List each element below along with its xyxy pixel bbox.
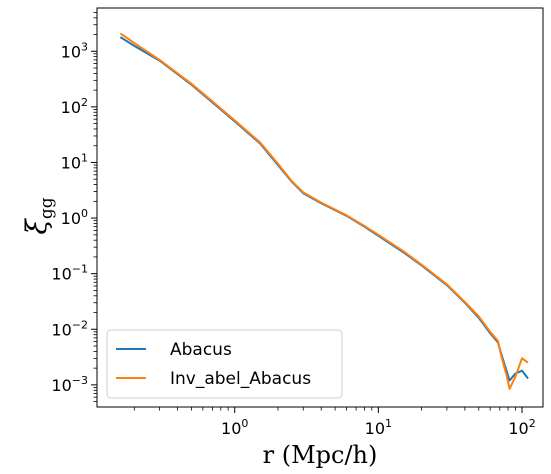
series-lines — [119, 32, 529, 390]
legend: Abacus Inv_abel_Abacus — [106, 329, 343, 399]
y-tick-label: 101 — [61, 151, 88, 172]
x-axis-label: r (Mpc/h) — [263, 441, 378, 469]
svg-text:ξgg: ξgg — [20, 197, 57, 234]
y-axis-label-sub: gg — [37, 197, 57, 219]
y-tick-label: 102 — [61, 96, 88, 117]
y-axis-label: ξgg — [20, 197, 57, 234]
y-axis-ticks: 103 102 101 100 10−1 10−2 10−3 — [51, 12, 97, 403]
x-tick-label: 102 — [508, 417, 535, 438]
y-tick-label: 10−2 — [51, 318, 88, 339]
y-tick-label: 10−1 — [51, 263, 88, 284]
x-tick-label: 101 — [365, 417, 392, 438]
y-tick-label: 103 — [61, 40, 88, 61]
y-tick-label: 100 — [61, 207, 88, 228]
series-line-inv-abel-abacus — [119, 32, 529, 390]
x-tick-label: 100 — [221, 417, 248, 438]
y-tick-label: 10−3 — [51, 374, 88, 395]
legend-box — [106, 329, 343, 399]
x-axis-ticks: 100 101 102 — [133, 407, 536, 438]
legend-label-abacus: Abacus — [170, 340, 232, 360]
legend-label-inv-abel-abacus: Inv_abel_Abacus — [170, 369, 311, 389]
y-axis-label-main: ξ — [20, 218, 53, 235]
